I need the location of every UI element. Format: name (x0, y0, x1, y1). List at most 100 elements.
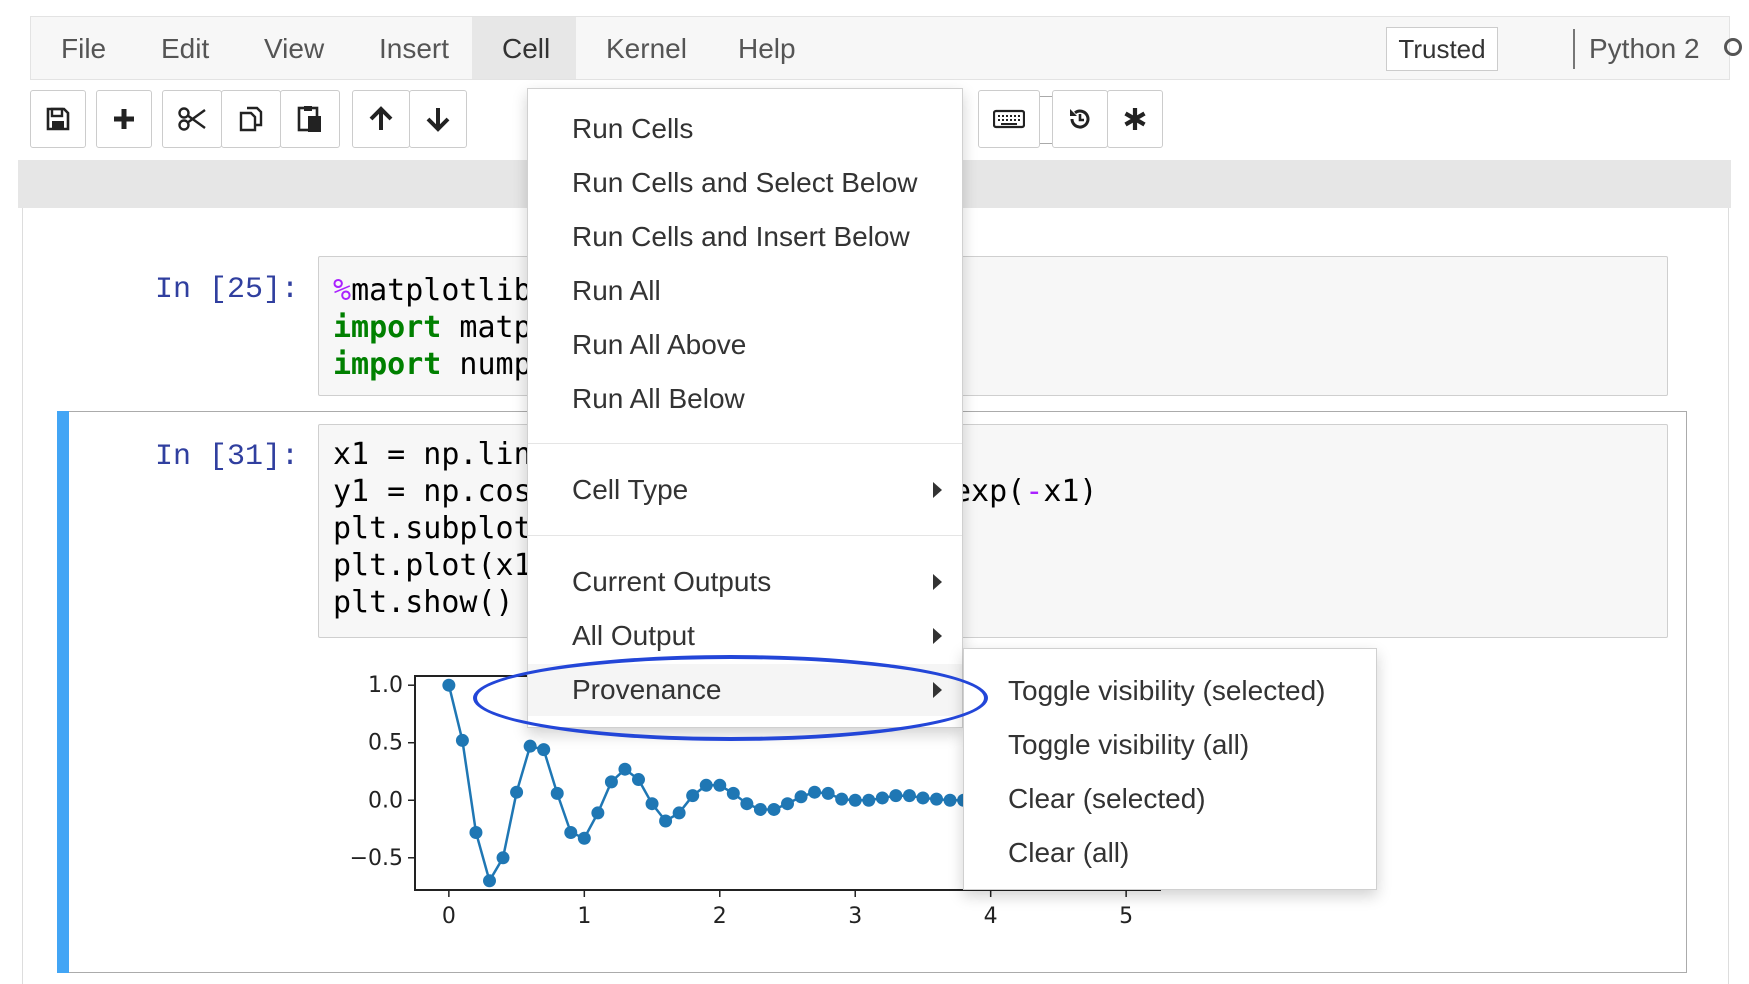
data-point (848, 793, 862, 807)
data-point (781, 797, 794, 811)
data-point (753, 802, 767, 816)
menu-run-cells-insert-below[interactable]: Run Cells and Insert Below (572, 221, 910, 252)
menu-file[interactable]: File (61, 33, 107, 64)
paste-icon (297, 106, 321, 132)
menu-kernel[interactable]: Kernel (606, 33, 687, 64)
menu-toggle-visibility-all[interactable]: Toggle visibility (all) (1008, 729, 1250, 760)
cell-prompt: In [31]: (155, 440, 300, 474)
menu-run-all[interactable]: Run All (572, 275, 661, 306)
data-point (794, 790, 808, 804)
move-down-button[interactable] (409, 90, 467, 148)
data-point (726, 786, 740, 800)
code-cell-input[interactable]: x1 = np.linspace y1 = np.cos plt.subplot… (318, 424, 1668, 638)
menu-cell-type[interactable]: Cell Type (528, 464, 962, 516)
menu-clear-all[interactable]: Clear (all) (1008, 837, 1130, 868)
save-button[interactable] (30, 90, 86, 148)
x-tick-label: 1 (577, 904, 591, 929)
data-point (632, 773, 645, 787)
copy-icon (239, 106, 263, 132)
menu-run-cells-select-below[interactable]: Run Cells and Select Below (572, 167, 918, 198)
submenu-caret-icon (933, 574, 942, 590)
menu-divider (528, 443, 962, 444)
interrupt-kernel-button[interactable] (1107, 90, 1163, 148)
x-tick-label: 5 (1119, 904, 1133, 929)
menu-provenance[interactable]: Provenance (528, 664, 962, 716)
selected-cell-indicator (57, 411, 69, 973)
cut-icon (178, 107, 206, 131)
submenu-caret-icon (933, 682, 942, 698)
cut-button[interactable] (162, 90, 222, 148)
data-point (604, 775, 618, 789)
provenance-submenu: Toggle visibility (selected) Toggle visi… (963, 648, 1377, 890)
kernel-separator (1573, 29, 1575, 69)
data-point (875, 791, 889, 805)
code-line: plt.plot(x1 (333, 548, 532, 583)
y-tick-label: 0.5 (368, 731, 403, 756)
data-point (862, 793, 876, 807)
restart-kernel-button[interactable] (1052, 90, 1108, 148)
code-line: %matplotlib (333, 273, 532, 308)
data-point (483, 874, 496, 888)
data-point (659, 814, 673, 828)
data-point (523, 739, 537, 753)
trusted-indicator[interactable]: Trusted (1386, 27, 1498, 71)
menu-help[interactable]: Help (738, 33, 796, 64)
menu-all-output[interactable]: All Output (528, 610, 962, 662)
x-tick-label: 2 (713, 904, 727, 929)
menu-current-outputs[interactable]: Current Outputs (528, 556, 962, 608)
code-line: plt.show() (333, 585, 514, 620)
x-tick-label: 4 (984, 904, 998, 929)
cell-prompt: In [25]: (155, 273, 300, 307)
arrow-down-icon (426, 108, 450, 132)
data-point (686, 789, 700, 803)
code-line: import numpy (333, 347, 550, 382)
menu-toggle-visibility-selected[interactable]: Toggle visibility (selected) (1008, 675, 1326, 706)
y-tick-label: 0.0 (368, 788, 403, 813)
restart-icon (1070, 109, 1090, 129)
menu-run-all-below[interactable]: Run All Below (572, 383, 745, 414)
menu-view[interactable]: View (264, 33, 325, 64)
data-point (645, 797, 659, 811)
insert-cell-button[interactable] (96, 90, 152, 148)
menu-bar: File Edit View Insert Cell Kernel Help T… (30, 16, 1742, 80)
command-palette-button[interactable] (978, 90, 1040, 148)
menu-run-cells[interactable]: Run Cells (572, 113, 694, 144)
data-point (808, 785, 822, 799)
data-point (916, 791, 930, 805)
kernel-name: Python 2 (1589, 33, 1700, 64)
code-cell-input[interactable]: %matplotlib import matplotlib import num… (318, 256, 1668, 396)
asterisk-icon (1124, 108, 1146, 130)
data-point (699, 778, 713, 792)
keyboard-icon (993, 109, 1025, 129)
code-line-tail: exp(-x1) (953, 474, 1098, 509)
x-tick-label: 0 (442, 904, 456, 929)
move-up-button[interactable] (352, 90, 410, 148)
menu-insert[interactable]: Insert (379, 33, 450, 64)
toolbar (30, 90, 1730, 154)
code-line: plt.subplot (333, 511, 532, 546)
data-point (930, 792, 943, 806)
data-point (510, 785, 524, 799)
data-point (564, 825, 578, 839)
data-point (496, 851, 510, 865)
data-point (835, 792, 849, 806)
data-point (550, 786, 564, 800)
save-icon (46, 107, 70, 131)
cell-menu-dropdown: Run Cells Run Cells and Select Below Run… (527, 88, 963, 728)
x-tick-label: 3 (848, 904, 862, 929)
kernel-status-icon (1724, 38, 1742, 56)
data-point (902, 789, 916, 803)
menu-edit[interactable]: Edit (161, 33, 210, 64)
copy-button[interactable] (221, 90, 281, 148)
menu-clear-selected[interactable]: Clear (selected) (1008, 783, 1206, 814)
y-tick-label: −0.5 (350, 846, 403, 871)
menu-cell[interactable]: Cell (472, 17, 576, 79)
data-point (889, 789, 903, 803)
data-point (618, 762, 632, 776)
paste-button[interactable] (280, 90, 340, 148)
data-point (455, 733, 469, 747)
menu-run-all-above[interactable]: Run All Above (572, 329, 747, 360)
data-point (577, 831, 591, 845)
data-point (713, 778, 727, 792)
data-point (469, 825, 483, 839)
